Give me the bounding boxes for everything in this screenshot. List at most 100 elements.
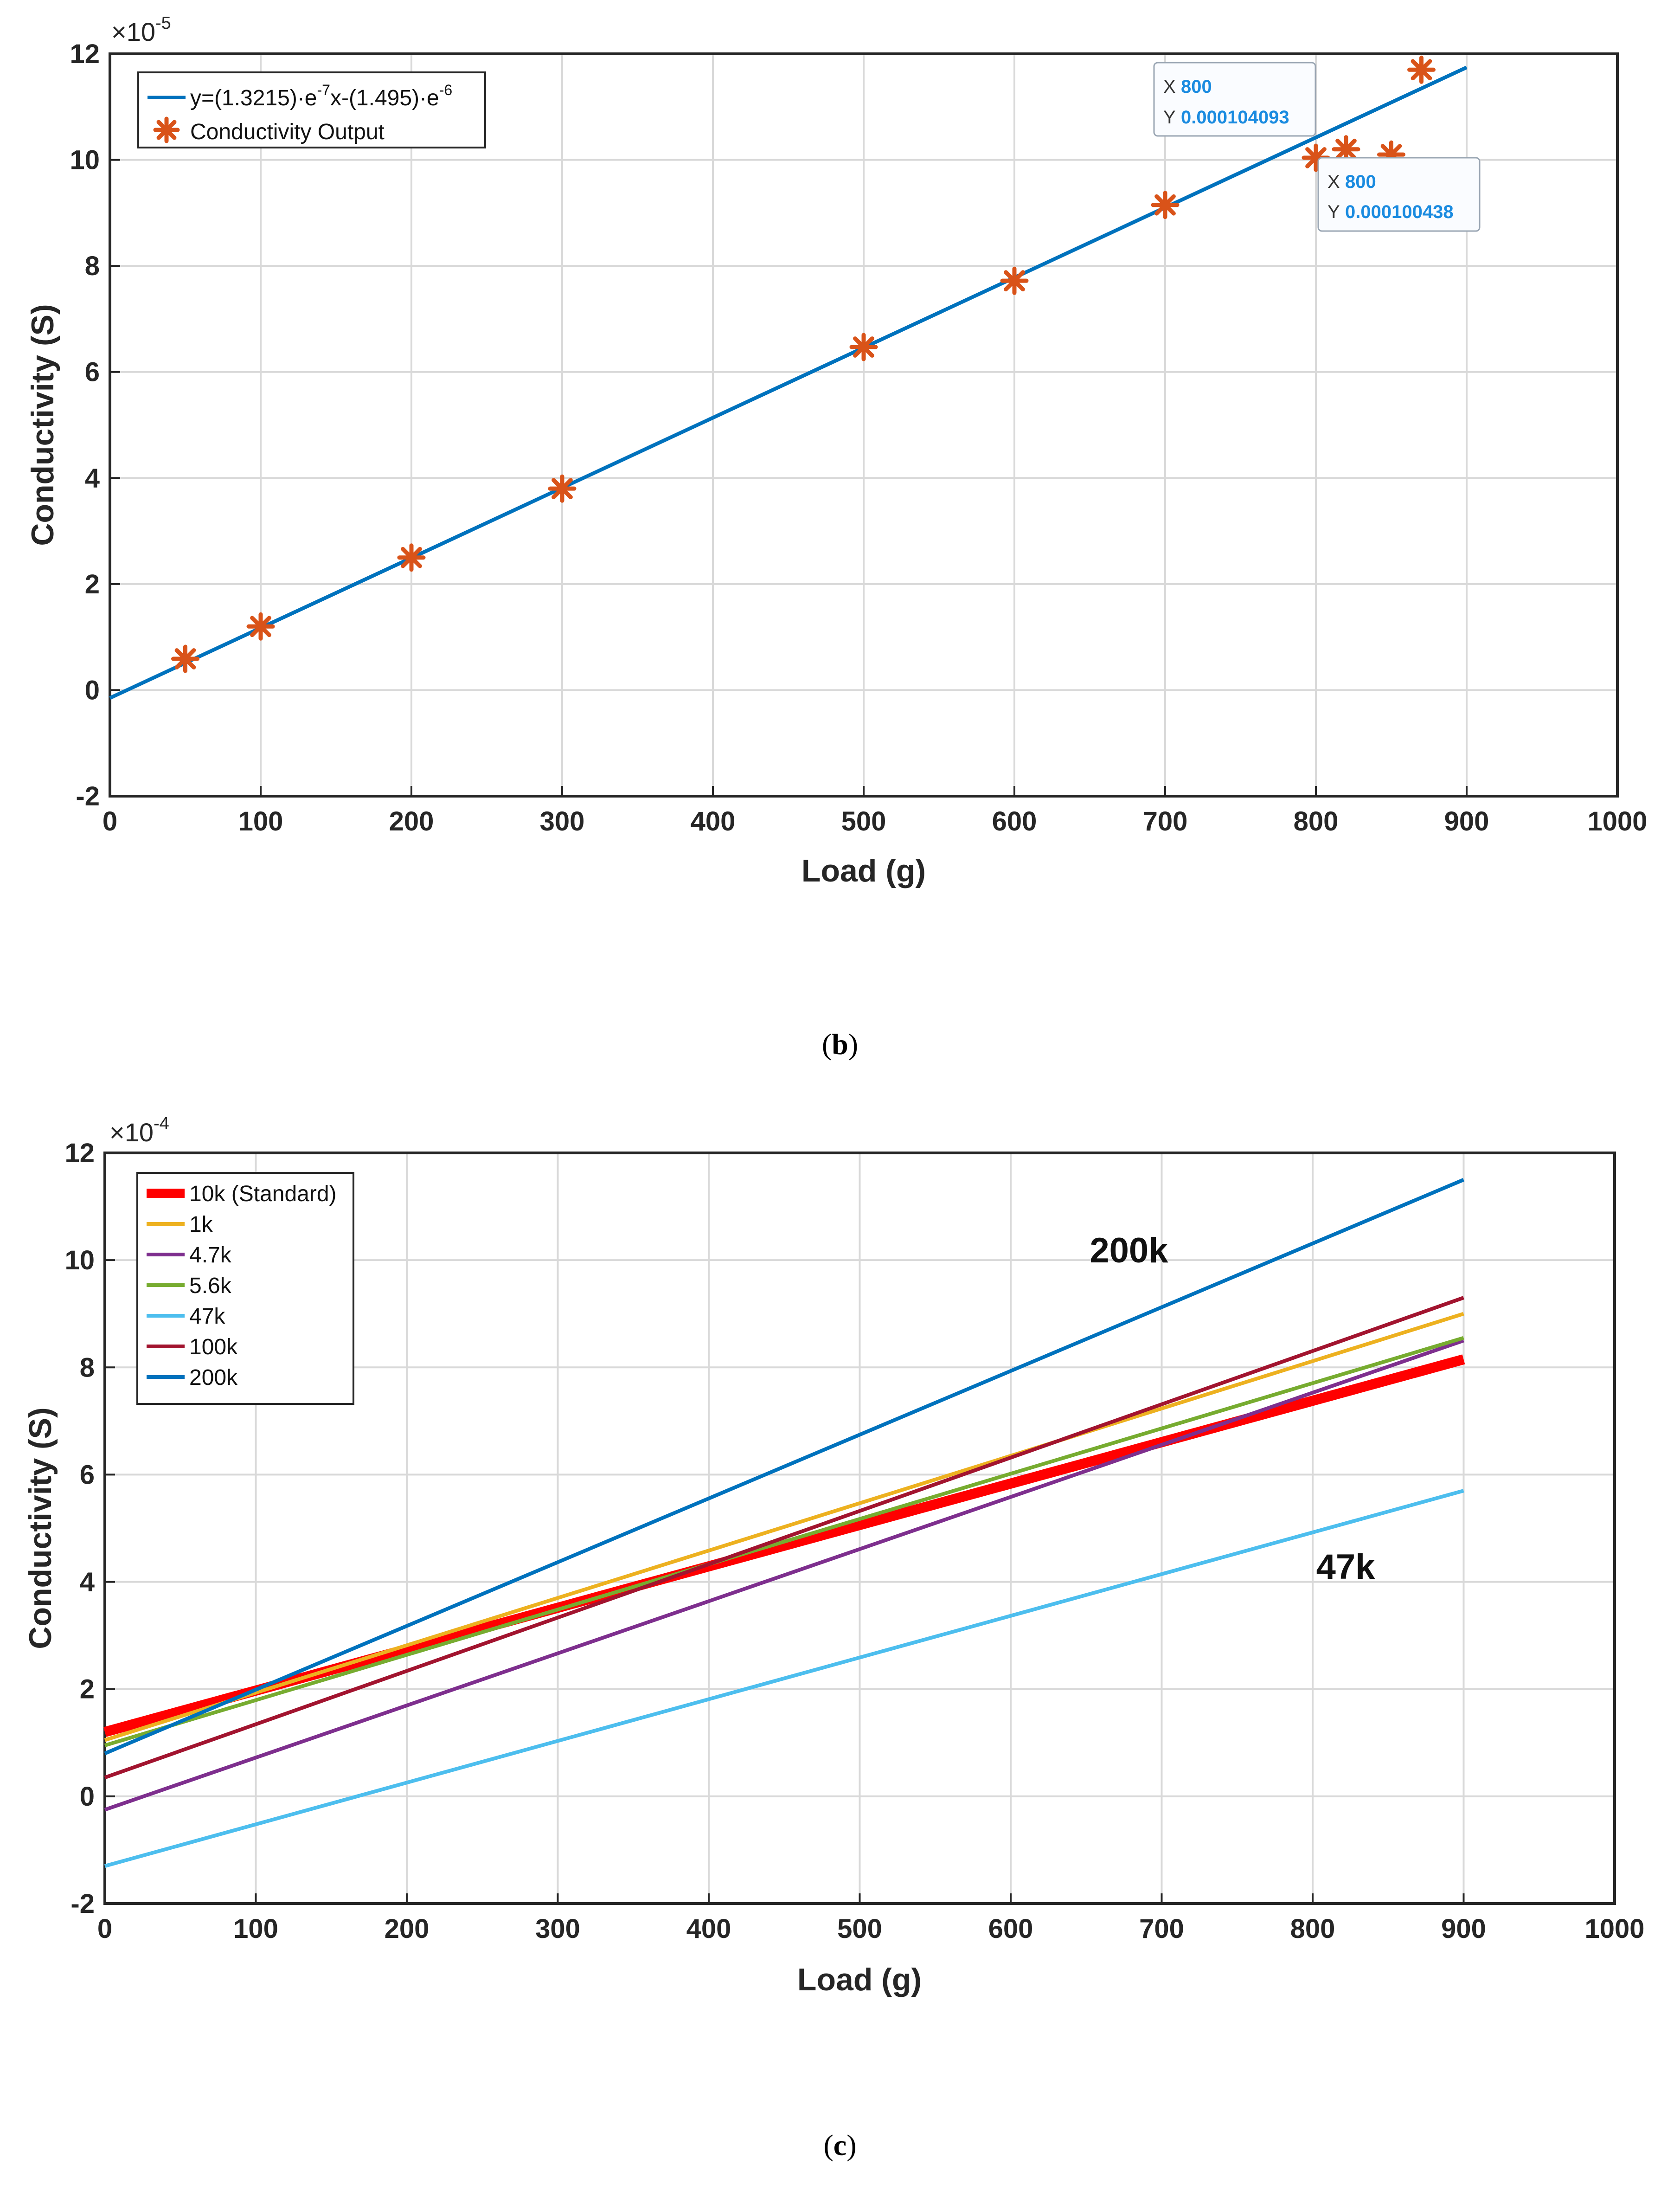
x-tick-label: 700 [1143, 806, 1188, 836]
x-tick-labels: 0 100 200 300 400 500 600 700 800 900 1000 [103, 806, 1648, 836]
marker-core [161, 125, 172, 135]
marker-core [1160, 199, 1170, 210]
x-tick-label: 500 [841, 806, 886, 836]
datatip-x-label: X [1163, 77, 1176, 97]
x-tick-label: 700 [1139, 1914, 1184, 1944]
y-tick-label: 8 [80, 1352, 95, 1383]
datatip-box [1153, 62, 1316, 137]
x-axis-label: Load (g) [802, 853, 926, 888]
x-tick-label: 500 [837, 1914, 882, 1944]
datatip-1[interactable]: X 800 Y 0.000104093 [1153, 62, 1316, 137]
annotation-200k: 200k [1090, 1231, 1168, 1270]
y-tick-labels: -2 0 2 4 6 8 10 12 [70, 39, 100, 811]
annotation-47k: 47k [1316, 1547, 1376, 1587]
x-tick-label: 200 [389, 806, 434, 836]
chart-c: 0 100 200 300 400 500 600 700 800 900 1000 -202468… [23, 1114, 1645, 1997]
marker-core [406, 552, 417, 563]
legend-markers-label: Conductivity Output [190, 120, 385, 144]
legend-label: 100k [189, 1335, 238, 1359]
datatip-box [1317, 157, 1481, 232]
datatip-x-value: 800 [1345, 172, 1376, 192]
data-point [1407, 55, 1436, 84]
legend-box [137, 71, 486, 148]
legend-label: 10k (Standard) [189, 1182, 337, 1206]
y-tick-label: 2 [85, 569, 100, 599]
plot-series [109, 55, 1468, 700]
y-multiplier: ×10-5 [111, 13, 171, 46]
series-line-1k [104, 1312, 1464, 1742]
series-line-100k [104, 1296, 1464, 1780]
plot-area-frame [109, 52, 1619, 798]
legend-box [136, 1172, 354, 1405]
y-tick-label: -2 [71, 1889, 95, 1919]
plot-area-frame [103, 1152, 1616, 1905]
x-tick-label: 900 [1444, 806, 1489, 836]
legend-fit-label: y=(1.3215)·e-7x-(1.495)·e-6 [190, 82, 452, 110]
marker-core [557, 483, 567, 494]
y-tick-label: 6 [85, 357, 100, 387]
data-point [1151, 191, 1180, 219]
legend-label: 4.7k [189, 1243, 232, 1268]
y-tick-label: 10 [70, 145, 100, 175]
datatip-y-value: 0.000104093 [1181, 107, 1289, 128]
data-point [1332, 135, 1360, 164]
legend-marker-swatch [153, 116, 180, 143]
y-tick-label: 0 [85, 675, 100, 705]
x-tick-label: 800 [1290, 1914, 1335, 1944]
y-tick-label: 4 [85, 463, 100, 493]
chart-b: 0 100 200 300 400 500 600 700 800 900 1000 -202468… [25, 13, 1648, 888]
series-line-200k [104, 1178, 1465, 1756]
y-axis-label: Conductivity (S) [25, 304, 60, 546]
data-point [849, 333, 878, 361]
x-tick-label: 900 [1441, 1914, 1486, 1944]
datatip-y-label: Y [1163, 107, 1176, 128]
y-tick-label: 12 [64, 1138, 95, 1168]
y-tick-label: 8 [85, 251, 100, 281]
caption-c: (c) [823, 2129, 856, 2162]
y-tick-label: 4 [80, 1567, 95, 1597]
x-tick-label: 400 [686, 1914, 731, 1944]
marker-core [1341, 144, 1351, 154]
datatip-y-label: Y [1327, 202, 1340, 222]
x-tick-label: 600 [988, 1914, 1033, 1944]
data-point [171, 644, 199, 673]
legend-label: 5.6k [189, 1274, 232, 1298]
datatip-x-value: 800 [1181, 77, 1212, 97]
x-axis-label: Load (g) [797, 1962, 922, 1997]
x-tick-label: 800 [1294, 806, 1339, 836]
x-tick-label: 0 [103, 806, 117, 836]
y-axis-label: Conductivity (S) [23, 1407, 58, 1649]
caption-b: (b) [822, 1028, 858, 1061]
plot-series [103, 1178, 1465, 1868]
data-point [548, 474, 577, 503]
datatip-y-value: 0.000100438 [1345, 202, 1454, 222]
y-tick-label: 12 [70, 39, 100, 69]
y-tick-label: -2 [76, 781, 100, 811]
x-tick-labels: 0 100 200 300 400 500 600 700 800 900 1000 [97, 1914, 1645, 1944]
marker-core [180, 654, 191, 664]
series-line-4-7k [104, 1338, 1464, 1812]
y-tick-labels: -2 0 2 4 6 8 10 12 [64, 1138, 95, 1919]
legend-marker [153, 116, 180, 143]
x-tick-label: 400 [691, 806, 736, 836]
data-point [397, 543, 426, 572]
x-tick-label: 1000 [1584, 1914, 1644, 1944]
y-tick-label: 2 [80, 1674, 95, 1705]
y-multiplier: ×10-4 [109, 1114, 169, 1147]
series-line-y-1-3215-e-7x-1-495-e-6 [109, 65, 1468, 700]
data-point [246, 612, 275, 641]
x-tick-label: 600 [992, 806, 1037, 836]
legend: y=(1.3215)·e-7x-(1.495)·e-6 Conductivity… [137, 71, 486, 148]
marker-core [1416, 64, 1427, 75]
legend-label: 200k [189, 1365, 238, 1390]
y-tick-label: 6 [80, 1460, 95, 1490]
marker-core [1009, 276, 1020, 286]
marker-core [859, 342, 869, 352]
legend-label: 1k [189, 1212, 213, 1237]
x-tick-label: 300 [540, 806, 585, 836]
datatip-2[interactable]: X 800 Y 0.000100438 [1317, 157, 1481, 232]
datatip-x-label: X [1327, 172, 1340, 192]
x-tick-label: 100 [233, 1914, 278, 1944]
legend: 10k (Standard) 1k 4.7k 5.6k 47k 100k 200k [136, 1172, 354, 1405]
